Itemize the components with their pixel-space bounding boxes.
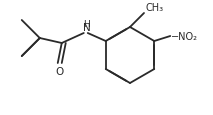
Text: N: N: [83, 23, 91, 33]
Text: CH₃: CH₃: [146, 3, 164, 13]
Text: O: O: [56, 66, 64, 76]
Text: H: H: [83, 20, 90, 29]
Text: −NO₂: −NO₂: [171, 32, 198, 42]
